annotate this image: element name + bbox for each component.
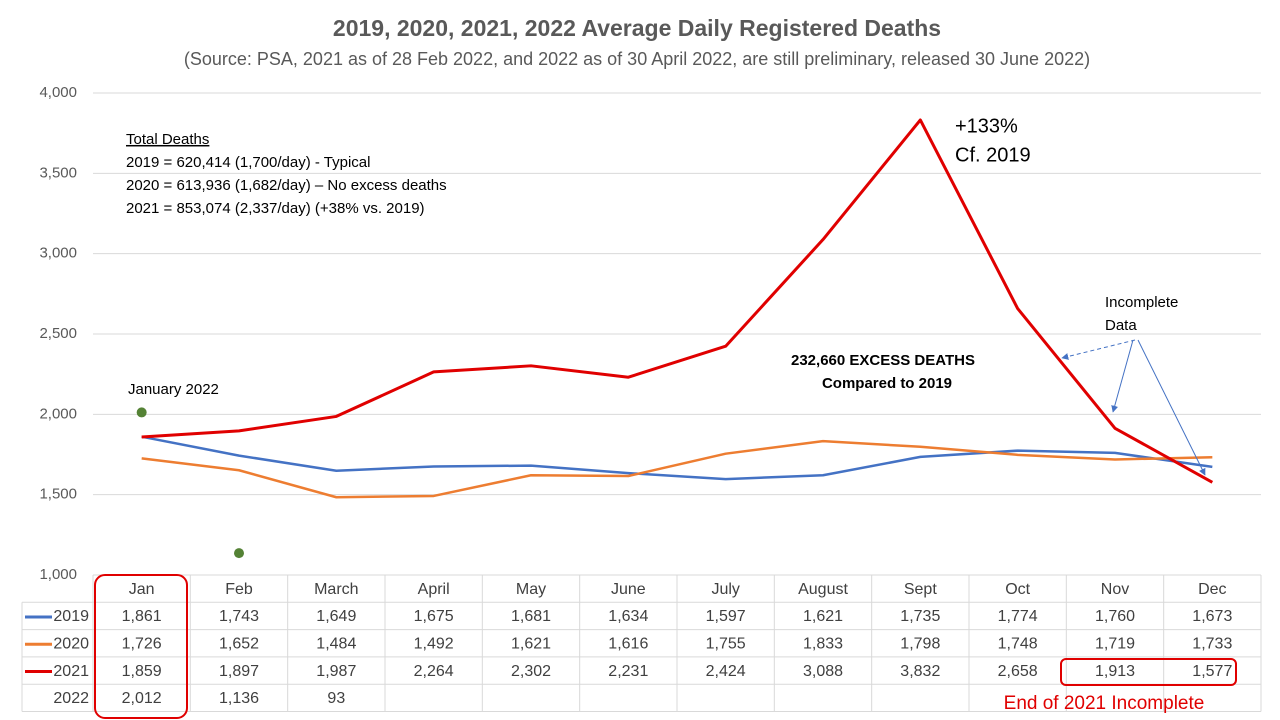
table-value: 1,733 [1192,635,1232,652]
y-tick-label: 1,500 [39,486,77,503]
table-value: 1,621 [803,608,843,625]
annotation: Cf. 2019 [955,144,1031,166]
x-tick-label: Nov [1101,581,1129,598]
x-tick-label: Dec [1198,581,1226,598]
annotation: +133% [955,115,1018,137]
table-value: 1,897 [219,663,259,680]
annotation: January 2022 [128,381,219,398]
x-tick-label: June [611,581,646,598]
series-line [141,439,1213,499]
annotation: Compared to 2019 [822,375,952,392]
table-value: 1,798 [900,635,940,652]
annotation: Data [1105,317,1137,334]
y-tick-label: 3,000 [39,245,77,262]
x-tick-label: Jan [129,581,155,598]
table-value: 1,760 [1095,608,1135,625]
table-value: 1,774 [998,608,1038,625]
highlight-box [94,574,188,719]
table-value: 1,652 [219,635,259,652]
table-value: 3,832 [900,663,940,680]
table-value: 1,719 [1095,635,1135,652]
table-value: 1,743 [219,608,259,625]
y-tick-label: 1,000 [39,566,77,583]
legend-label: 2022 [53,690,89,707]
table-value: 1,681 [511,608,551,625]
table-value: 1,735 [900,608,940,625]
annotation-heading: Total Deaths [126,131,209,148]
table-value: 1,597 [706,608,746,625]
table-value: 2,302 [511,663,551,680]
chart-title: 2019, 2020, 2021, 2022 Average Daily Reg… [333,15,941,41]
y-tick-label: 3,500 [39,164,77,181]
table-value: 1,833 [803,635,843,652]
y-tick-label: 2,000 [39,405,77,422]
table-value: 1,913 [1095,663,1135,680]
series-line [141,118,1214,484]
legend-label: 2020 [53,635,89,652]
annotation: Incomplete [1105,294,1178,311]
table-value: 2,264 [414,663,454,680]
annotation: 232,660 EXCESS DEATHS [791,352,975,369]
x-tick-label: Sept [904,581,937,598]
table-value: 1,649 [316,608,356,625]
table-value: 3,088 [803,663,843,680]
annotation: 2021 = 853,074 (2,337/day) (+38% vs. 201… [126,200,425,217]
series-point [234,548,244,559]
table-value: 1,748 [998,635,1038,652]
annotation: End of 2021 Incomplete [1004,693,1205,714]
table-value: 2,012 [122,690,162,707]
table-value: 1,675 [414,608,454,625]
annotation: 2020 = 613,936 (1,682/day) – No excess d… [126,177,447,194]
table-value: 1,492 [414,635,454,652]
y-tick-label: 4,000 [39,84,77,101]
x-tick-label: Oct [1005,581,1030,598]
table-value: 1,673 [1192,608,1232,625]
chart-subtitle: (Source: PSA, 2021 as of 28 Feb 2022, an… [184,49,1090,69]
series-point [136,407,147,418]
highlight-box [1060,658,1237,686]
legend-label: 2021 [53,663,89,680]
table-value: 1,484 [316,635,356,652]
table-value: 2,231 [608,663,648,680]
annotation: 2019 = 620,414 (1,700/day) - Typical [126,154,370,171]
x-tick-label: March [314,581,358,598]
table-value: 1,616 [608,635,648,652]
x-tick-label: Feb [225,581,253,598]
table-value: 1,861 [122,608,162,625]
table-value: 1,577 [1192,663,1232,680]
series-point [331,716,341,720]
x-tick-label: August [798,581,848,598]
table-value: 1,136 [219,690,259,707]
table-value: 1,634 [608,608,648,625]
series-line [141,435,1213,481]
table-value: 2,658 [998,663,1038,680]
table-value: 1,726 [122,635,162,652]
arrows [1061,339,1206,476]
table-value: 1,755 [706,635,746,652]
x-tick-label: April [418,581,450,598]
table-value: 1,987 [316,663,356,680]
x-tick-label: May [516,581,546,598]
table-value: 2,424 [706,663,746,680]
table-value: 1,621 [511,635,551,652]
y-tick-label: 2,500 [39,325,77,342]
table-value: 93 [327,690,345,707]
x-tick-label: July [711,581,739,598]
legend-label: 2019 [53,608,89,625]
table-value: 1,859 [122,663,162,680]
